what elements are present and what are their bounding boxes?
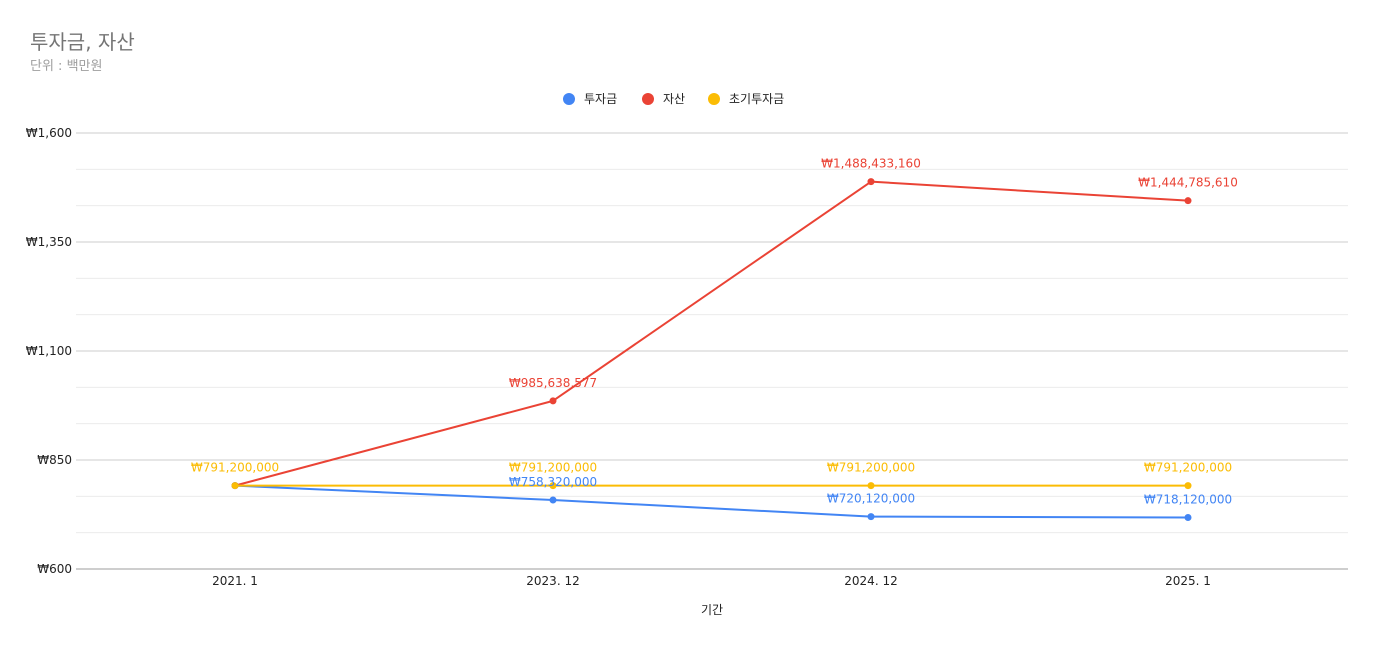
data-point — [867, 513, 875, 521]
chart-title: 투자금, 자산 — [30, 30, 135, 54]
y-tick-label: ₩850 — [37, 453, 72, 467]
data-label: ₩791,200,000 — [1144, 461, 1232, 475]
y-tick-label: ₩1,600 — [26, 126, 72, 140]
y-tick-label: ₩1,100 — [26, 344, 72, 358]
data-label: ₩791,200,000 — [509, 461, 597, 475]
y-tick-label: ₩600 — [37, 562, 72, 576]
data-label: ₩718,120,000 — [1144, 492, 1232, 506]
chart-subtitle: 단위 : 백만원 — [30, 59, 103, 74]
data-point — [867, 178, 875, 186]
data-label: ₩1,444,785,610 — [1138, 176, 1238, 190]
axis-layer: ₩600 ₩850 ₩1,100 ₩1,350 ₩1,600 2021. 1 2023. 1… — [26, 126, 1211, 617]
legend-label: 자산 — [663, 92, 685, 106]
series-line-1 — [234, 180, 1189, 487]
data-label: ₩720,120,000 — [827, 492, 915, 506]
data-point — [1184, 513, 1192, 521]
data-point — [867, 482, 875, 490]
x-tick-label: 2025. 1 — [1165, 574, 1211, 588]
series-layer — [231, 178, 1192, 521]
legend-marker — [708, 93, 720, 105]
legend: 투자금 자산 초기투자금 — [563, 92, 784, 106]
data-point — [549, 397, 557, 405]
x-axis-label: 기간 — [701, 603, 723, 617]
x-tick-label: 2023. 12 — [526, 574, 579, 588]
data-label: ₩985,638,577 — [509, 376, 597, 390]
y-tick-label: ₩1,350 — [26, 235, 72, 249]
legend-label: 투자금 — [584, 92, 617, 106]
data-point — [1184, 482, 1192, 490]
legend-marker — [642, 93, 654, 105]
data-point — [549, 482, 557, 490]
data-label: ₩791,200,000 — [827, 461, 915, 475]
data-point — [1184, 197, 1192, 205]
data-point — [231, 482, 239, 490]
data-label-layer: ₩758,320,000 ₩720,120,000 ₩718,120,000 ₩985… — [191, 157, 1238, 507]
legend-label: 초기투자금 — [729, 92, 784, 106]
grid-layer — [76, 132, 1348, 570]
data-label: ₩791,200,000 — [191, 461, 279, 475]
data-point — [549, 496, 557, 504]
data-label: ₩758,320,000 — [509, 475, 597, 489]
series-line-0 — [234, 484, 1189, 519]
x-tick-label: 2021. 1 — [212, 574, 258, 588]
legend-marker — [563, 93, 575, 105]
x-tick-label: 2024. 12 — [844, 574, 897, 588]
data-label: ₩1,488,433,160 — [821, 157, 921, 171]
